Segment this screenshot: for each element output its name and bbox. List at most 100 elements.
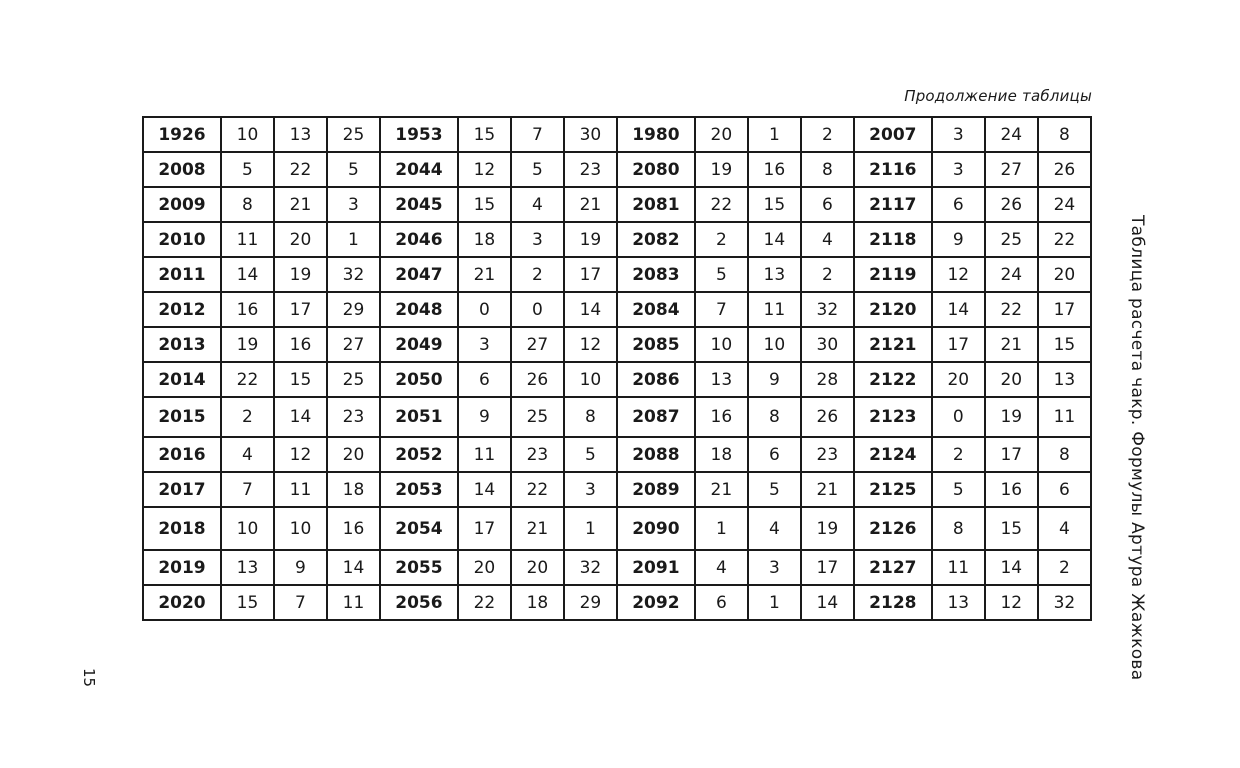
value-cell: 19	[562, 221, 618, 258]
year-cell: 2010	[142, 221, 222, 258]
value-cell: 13	[930, 584, 986, 621]
value-cell: 23	[799, 436, 855, 473]
value-cell: 14	[983, 549, 1039, 586]
value-cell: 29	[325, 291, 381, 328]
table-row: 2014 22 15 25 2050 6 26 10 2086 13 9 28 2122 20 20 13	[142, 361, 1093, 398]
year-cell: 2049	[378, 326, 459, 363]
value-cell: 2	[509, 256, 565, 293]
value-cell: 19	[983, 396, 1039, 438]
value-cell: 15	[983, 506, 1039, 551]
value-cell: 9	[746, 361, 802, 398]
value-cell: 4	[746, 506, 802, 551]
value-cell: 3	[562, 471, 618, 508]
year-cell: 2055	[378, 549, 459, 586]
value-cell: 6	[456, 361, 512, 398]
value-cell: 10	[219, 506, 275, 551]
year-cell: 2088	[615, 436, 696, 473]
value-cell: 22	[1036, 221, 1093, 258]
value-cell: 20	[930, 361, 986, 398]
value-cell: 7	[509, 116, 565, 153]
table-row: 2019 13 9 14 2055 20 20 32 2091 4 3 17 2127 11 14 2	[142, 549, 1093, 586]
value-cell: 6	[930, 186, 986, 223]
table-row: 2010 11 20 1 2046 18 3 19 2082 2 14 4 2118 9 25 22	[142, 221, 1093, 258]
value-cell: 11	[1036, 396, 1093, 438]
value-cell: 10	[746, 326, 802, 363]
year-cell: 2056	[378, 584, 459, 621]
value-cell: 3	[509, 221, 565, 258]
year-cell: 2018	[142, 506, 222, 551]
value-cell: 20	[325, 436, 381, 473]
value-cell: 17	[1036, 291, 1093, 328]
value-cell: 13	[693, 361, 749, 398]
year-cell: 2091	[615, 549, 696, 586]
value-cell: 32	[562, 549, 618, 586]
value-cell: 14	[930, 291, 986, 328]
value-cell: 32	[1036, 584, 1093, 621]
table-row: 2016 4 12 20 2052 11 23 5 2088 18 6 23 2124 2 17 8	[142, 436, 1093, 473]
value-cell: 3	[456, 326, 512, 363]
value-cell: 20	[983, 361, 1039, 398]
table-row: 2013 19 16 27 2049 3 27 12 2085 10 10 30 2121 17 21 15	[142, 326, 1093, 363]
year-cell: 2125	[852, 471, 933, 508]
value-cell: 2	[799, 256, 855, 293]
value-cell: 14	[219, 256, 275, 293]
value-cell: 23	[562, 151, 618, 188]
value-cell: 30	[799, 326, 855, 363]
value-cell: 28	[799, 361, 855, 398]
year-cell: 2009	[142, 186, 222, 223]
value-cell: 18	[456, 221, 512, 258]
year-cell: 1980	[615, 116, 696, 153]
value-cell: 6	[693, 584, 749, 621]
value-cell: 19	[219, 326, 275, 363]
value-cell: 2	[799, 116, 855, 153]
value-cell: 18	[509, 584, 565, 621]
value-cell: 8	[746, 396, 802, 438]
value-cell: 14	[562, 291, 618, 328]
year-cell: 2092	[615, 584, 696, 621]
value-cell: 26	[799, 396, 855, 438]
value-cell: 4	[799, 221, 855, 258]
year-cell: 2090	[615, 506, 696, 551]
value-cell: 14	[746, 221, 802, 258]
year-cell: 2126	[852, 506, 933, 551]
value-cell: 11	[325, 584, 381, 621]
value-cell: 7	[219, 471, 275, 508]
table-row: 2018 10 10 16 2054 17 21 1 2090 1 4 19 2126 8 15 4	[142, 506, 1093, 551]
year-cell: 2014	[142, 361, 222, 398]
year-cell: 2013	[142, 326, 222, 363]
year-cell: 2052	[378, 436, 459, 473]
value-cell: 4	[219, 436, 275, 473]
value-cell: 25	[983, 221, 1039, 258]
table-row: 2009 8 21 3 2045 15 4 21 2081 22 15 6 2117 6 26 24	[142, 186, 1093, 223]
value-cell: 6	[746, 436, 802, 473]
year-cell: 2044	[378, 151, 459, 188]
value-cell: 12	[456, 151, 512, 188]
value-cell: 20	[272, 221, 328, 258]
value-cell: 26	[509, 361, 565, 398]
year-cell: 2019	[142, 549, 222, 586]
value-cell: 14	[799, 584, 855, 621]
value-cell: 2	[693, 221, 749, 258]
year-cell: 2020	[142, 584, 222, 621]
value-cell: 4	[693, 549, 749, 586]
value-cell: 18	[325, 471, 381, 508]
value-cell: 14	[456, 471, 512, 508]
value-cell: 21	[509, 506, 565, 551]
year-cell: 2123	[852, 396, 933, 438]
year-cell: 2012	[142, 291, 222, 328]
value-cell: 11	[456, 436, 512, 473]
value-cell: 9	[456, 396, 512, 438]
value-cell: 16	[325, 506, 381, 551]
value-cell: 21	[272, 186, 328, 223]
year-cell: 2124	[852, 436, 933, 473]
value-cell: 22	[219, 361, 275, 398]
value-cell: 3	[930, 116, 986, 153]
value-cell: 15	[219, 584, 275, 621]
value-cell: 3	[930, 151, 986, 188]
value-cell: 2	[219, 396, 275, 438]
value-cell: 27	[325, 326, 381, 363]
year-cell: 2121	[852, 326, 933, 363]
value-cell: 3	[325, 186, 381, 223]
value-cell: 10	[272, 506, 328, 551]
value-cell: 13	[1036, 361, 1093, 398]
